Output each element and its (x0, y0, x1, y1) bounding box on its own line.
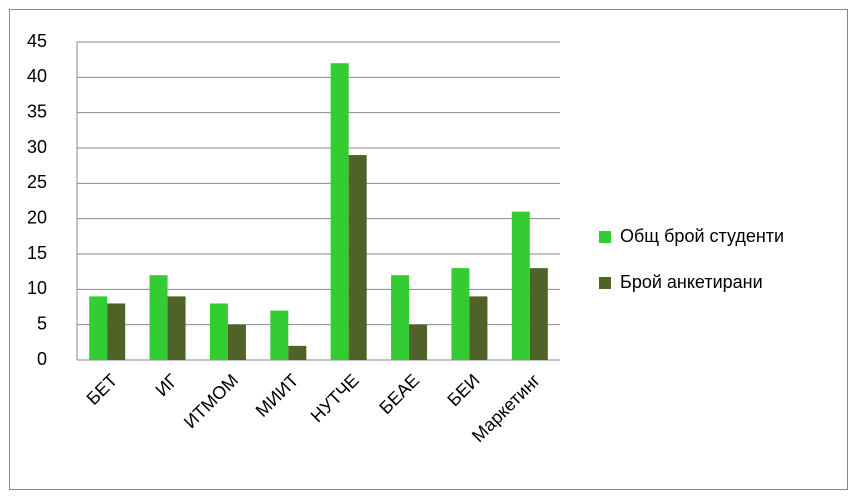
bar (270, 310, 289, 360)
y-tick-label: 15 (27, 243, 47, 263)
legend-label: Общ брой студенти (620, 226, 784, 246)
bar (511, 211, 530, 360)
bar (167, 296, 186, 360)
y-tick-label: 5 (37, 313, 47, 333)
y-tick-label: 30 (27, 137, 47, 157)
bar (529, 268, 548, 360)
bar (89, 296, 108, 360)
y-tick-label: 25 (27, 172, 47, 192)
chart-frame (9, 9, 848, 490)
bar (209, 303, 228, 360)
legend-swatch (599, 231, 611, 243)
y-tick-label: 10 (27, 278, 47, 298)
bar (330, 63, 349, 360)
bar (348, 155, 367, 360)
y-tick-label: 40 (27, 66, 47, 86)
y-tick-label: 20 (27, 207, 47, 227)
bar (469, 296, 488, 360)
bar (391, 275, 410, 360)
bar (149, 275, 168, 360)
bar (451, 268, 470, 360)
legend-swatch (599, 277, 611, 289)
bar (288, 345, 307, 360)
y-tick-label: 35 (27, 101, 47, 121)
y-tick-label: 0 (37, 349, 47, 369)
bar (227, 324, 246, 360)
bar (409, 324, 428, 360)
y-tick-label: 45 (27, 31, 47, 51)
bar (107, 303, 126, 360)
legend-label: Брой анкетирани (620, 272, 763, 292)
